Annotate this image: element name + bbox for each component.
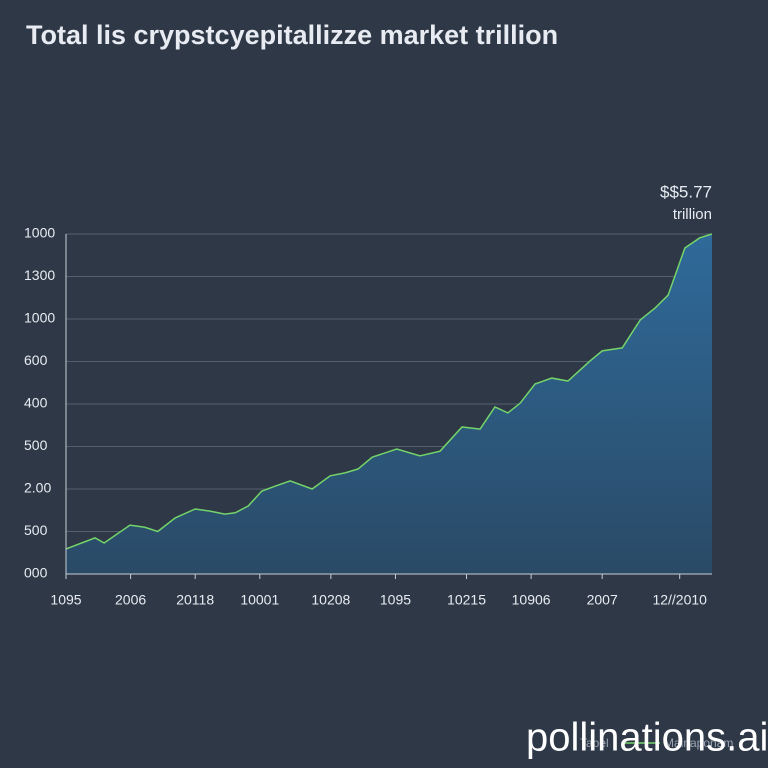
annotation: $$5.77	[660, 182, 712, 201]
y-tick-label: 500	[24, 522, 48, 538]
y-tick-label: 000	[24, 565, 48, 581]
chart-title: Total lis crypstcyepitallizze market tri…	[26, 20, 558, 50]
x-tick-label: 10001	[240, 592, 279, 608]
x-tick-label: 12//2010	[652, 592, 707, 608]
x-tick-label: 20118	[176, 592, 214, 608]
legend-label: Mainaponam	[664, 736, 733, 750]
x-tick-label: 1095	[380, 592, 411, 608]
y-tick-label: 500	[24, 437, 48, 453]
y-tick-label: 400	[24, 395, 48, 411]
line	[65, 233, 713, 550]
annotation: trillion	[673, 206, 712, 223]
x-tick-label: 1095	[50, 592, 81, 608]
x-tick-label: 2007	[587, 592, 618, 608]
x-tick-label: 10215	[447, 592, 486, 608]
y-tick-label: 600	[24, 352, 48, 368]
y-tick-label: 2.00	[24, 480, 51, 496]
x-tick-label: 2006	[115, 592, 146, 608]
y-tick-label: 1000	[24, 225, 55, 241]
watermark: pollinations.ai	[526, 716, 768, 760]
area	[66, 234, 712, 574]
x-tick-label: 10906	[512, 592, 551, 608]
legend-label: Tapel	[580, 736, 609, 750]
y-tick-label: 1000	[24, 310, 55, 326]
y-tick-label: 1300	[24, 267, 55, 283]
x-tick-label: 10208	[311, 592, 350, 608]
